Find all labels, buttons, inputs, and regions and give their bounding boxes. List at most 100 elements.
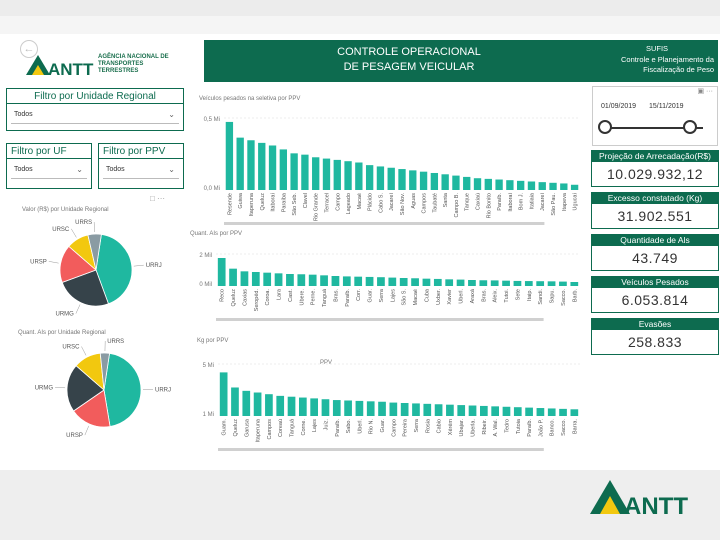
bar-mark[interactable] xyxy=(468,405,477,416)
bar-mark[interactable] xyxy=(274,273,283,286)
date-slider-track[interactable] xyxy=(603,127,703,129)
pie-slice[interactable] xyxy=(72,389,111,428)
pie-slice[interactable] xyxy=(95,233,133,305)
chart-scrollbar[interactable] xyxy=(224,222,545,225)
bar-mark[interactable] xyxy=(297,274,306,286)
bar-mark[interactable] xyxy=(240,271,249,286)
bar-mark[interactable] xyxy=(409,170,417,190)
bar-mark[interactable] xyxy=(322,158,331,190)
date-end[interactable]: 15/11/2019 xyxy=(649,103,684,110)
bar-mark[interactable] xyxy=(321,399,330,416)
filter-regional-select[interactable]: Todos ⌄ xyxy=(11,108,179,124)
bar-mark[interactable] xyxy=(495,179,503,190)
bar-mark[interactable] xyxy=(332,400,341,416)
pie-slice[interactable] xyxy=(99,352,110,391)
bar-mark[interactable] xyxy=(287,396,296,416)
bar-mark[interactable] xyxy=(298,397,307,416)
bar-mark[interactable] xyxy=(389,402,398,416)
bar-mark[interactable] xyxy=(570,184,579,190)
bar-mark[interactable] xyxy=(463,176,471,190)
bar-mark[interactable] xyxy=(400,403,409,416)
bar-mark[interactable] xyxy=(570,282,579,286)
bar-mark[interactable] xyxy=(527,181,536,190)
bar-mark[interactable] xyxy=(536,408,545,416)
bar-mark[interactable] xyxy=(430,172,439,190)
bar-mark[interactable] xyxy=(276,395,285,416)
bar-mark[interactable] xyxy=(412,403,420,416)
bar-mark[interactable] xyxy=(547,408,556,416)
pie-slice[interactable] xyxy=(87,233,102,271)
bar-mark[interactable] xyxy=(491,406,500,416)
bar-mark[interactable] xyxy=(457,405,466,416)
bar-mark[interactable] xyxy=(286,274,294,286)
more-options-icon[interactable]: □ ··· xyxy=(150,194,166,203)
bar-mark[interactable] xyxy=(419,171,428,190)
chart-scrollbar[interactable] xyxy=(218,448,544,451)
bar-mark[interactable] xyxy=(399,278,408,286)
bar-mark[interactable] xyxy=(253,392,262,416)
bar-mark[interactable] xyxy=(547,281,556,286)
bar-mark[interactable] xyxy=(388,277,397,286)
bar-mark[interactable] xyxy=(445,279,454,286)
bar-mark[interactable] xyxy=(263,272,272,286)
bar-mark[interactable] xyxy=(422,278,431,286)
bar-mark[interactable] xyxy=(570,409,579,416)
bar-mark[interactable] xyxy=(479,405,488,416)
bar-mark[interactable] xyxy=(524,281,533,286)
bar-mark[interactable] xyxy=(490,280,499,286)
bar-mark[interactable] xyxy=(502,280,510,286)
bar-mark[interactable] xyxy=(378,401,386,416)
date-slider-start-handle[interactable] xyxy=(598,120,612,134)
bar-mark[interactable] xyxy=(387,167,395,190)
bar-mark[interactable] xyxy=(342,276,351,286)
bar-mark[interactable] xyxy=(310,398,319,416)
bar-mark[interactable] xyxy=(366,401,375,416)
bar-mark[interactable] xyxy=(525,407,533,416)
bar-mark[interactable] xyxy=(231,387,239,416)
bar-mark[interactable] xyxy=(376,166,385,190)
bar-mark[interactable] xyxy=(219,372,228,416)
bar-mark[interactable] xyxy=(516,180,525,190)
bar-mark[interactable] xyxy=(513,280,522,286)
bar-mark[interactable] xyxy=(549,182,557,190)
bar-mark[interactable] xyxy=(377,277,385,286)
bar-mark[interactable] xyxy=(468,280,476,286)
bar-mark[interactable] xyxy=(559,408,567,416)
bar-mark[interactable] xyxy=(484,178,492,190)
bar-mark[interactable] xyxy=(398,169,406,190)
bar-mark[interactable] xyxy=(446,404,454,416)
bar-mark[interactable] xyxy=(433,278,442,286)
bar-mark[interactable] xyxy=(506,180,514,190)
bar-mark[interactable] xyxy=(312,157,320,190)
bar-mark[interactable] xyxy=(441,174,449,190)
bar-mark[interactable] xyxy=(308,274,317,286)
bar-mark[interactable] xyxy=(333,159,341,190)
bar-mark[interactable] xyxy=(452,175,460,190)
bar-mark[interactable] xyxy=(411,278,419,286)
bar-mark[interactable] xyxy=(265,394,273,416)
bar-mark[interactable] xyxy=(344,400,352,416)
date-slider-end-handle[interactable] xyxy=(683,120,697,134)
bar-mark[interactable] xyxy=(301,154,309,190)
bar-mark[interactable] xyxy=(538,182,546,190)
bar-mark[interactable] xyxy=(251,272,260,286)
bar-mark[interactable] xyxy=(290,153,298,190)
bar-mark[interactable] xyxy=(479,280,488,286)
bar-mark[interactable] xyxy=(365,276,374,286)
date-start[interactable]: 01/09/2019 xyxy=(601,103,637,110)
slicer-tools-icon[interactable]: ▣ ··· xyxy=(697,88,713,95)
chart-scrollbar[interactable] xyxy=(216,318,544,321)
bar-mark[interactable] xyxy=(355,400,364,416)
bar-mark[interactable] xyxy=(247,140,255,190)
bar-mark[interactable] xyxy=(355,162,363,190)
bar-mark[interactable] xyxy=(320,275,328,286)
bar-mark[interactable] xyxy=(473,178,482,190)
bar-mark[interactable] xyxy=(217,258,226,286)
bar-mark[interactable] xyxy=(268,145,277,190)
bar-mark[interactable] xyxy=(279,149,288,190)
bar-mark[interactable] xyxy=(434,404,443,416)
bar-mark[interactable] xyxy=(236,137,244,190)
bar-mark[interactable] xyxy=(225,121,234,190)
back-arrow-icon[interactable]: ← xyxy=(20,40,38,58)
bar-mark[interactable] xyxy=(456,279,465,286)
